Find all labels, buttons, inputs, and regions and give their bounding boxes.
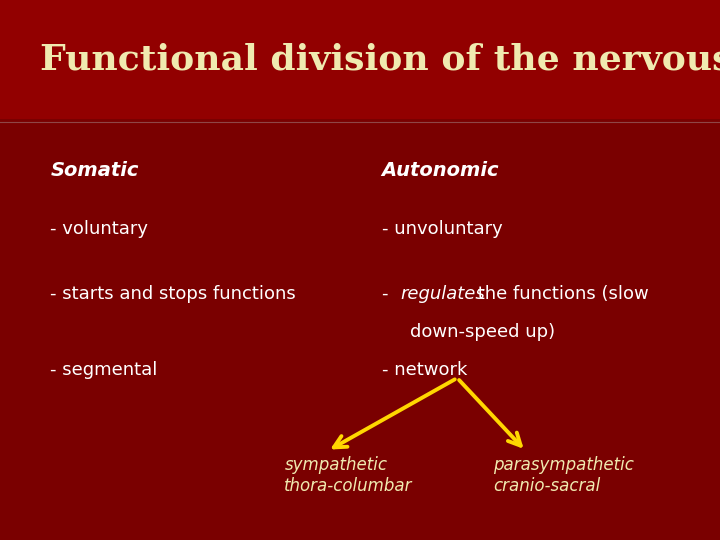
Text: parasympathetic
cranio-sacral: parasympathetic cranio-sacral (493, 456, 634, 495)
Text: - unvoluntary: - unvoluntary (382, 220, 503, 239)
Text: the functions (slow: the functions (slow (472, 285, 648, 303)
Text: Somatic: Somatic (50, 160, 139, 180)
Bar (0, 0, 720, 119)
Text: down-speed up): down-speed up) (410, 323, 556, 341)
Text: -: - (382, 285, 394, 303)
Text: - network: - network (382, 361, 467, 379)
Text: - voluntary: - voluntary (50, 220, 148, 239)
Text: Functional division of the nervous system: Functional division of the nervous syste… (40, 42, 720, 77)
Text: regulates: regulates (400, 285, 485, 303)
Text: Autonomic: Autonomic (382, 160, 499, 180)
Text: sympathetic
thora-columbar: sympathetic thora-columbar (284, 456, 413, 495)
Text: - segmental: - segmental (50, 361, 158, 379)
Text: - starts and stops functions: - starts and stops functions (50, 285, 296, 303)
